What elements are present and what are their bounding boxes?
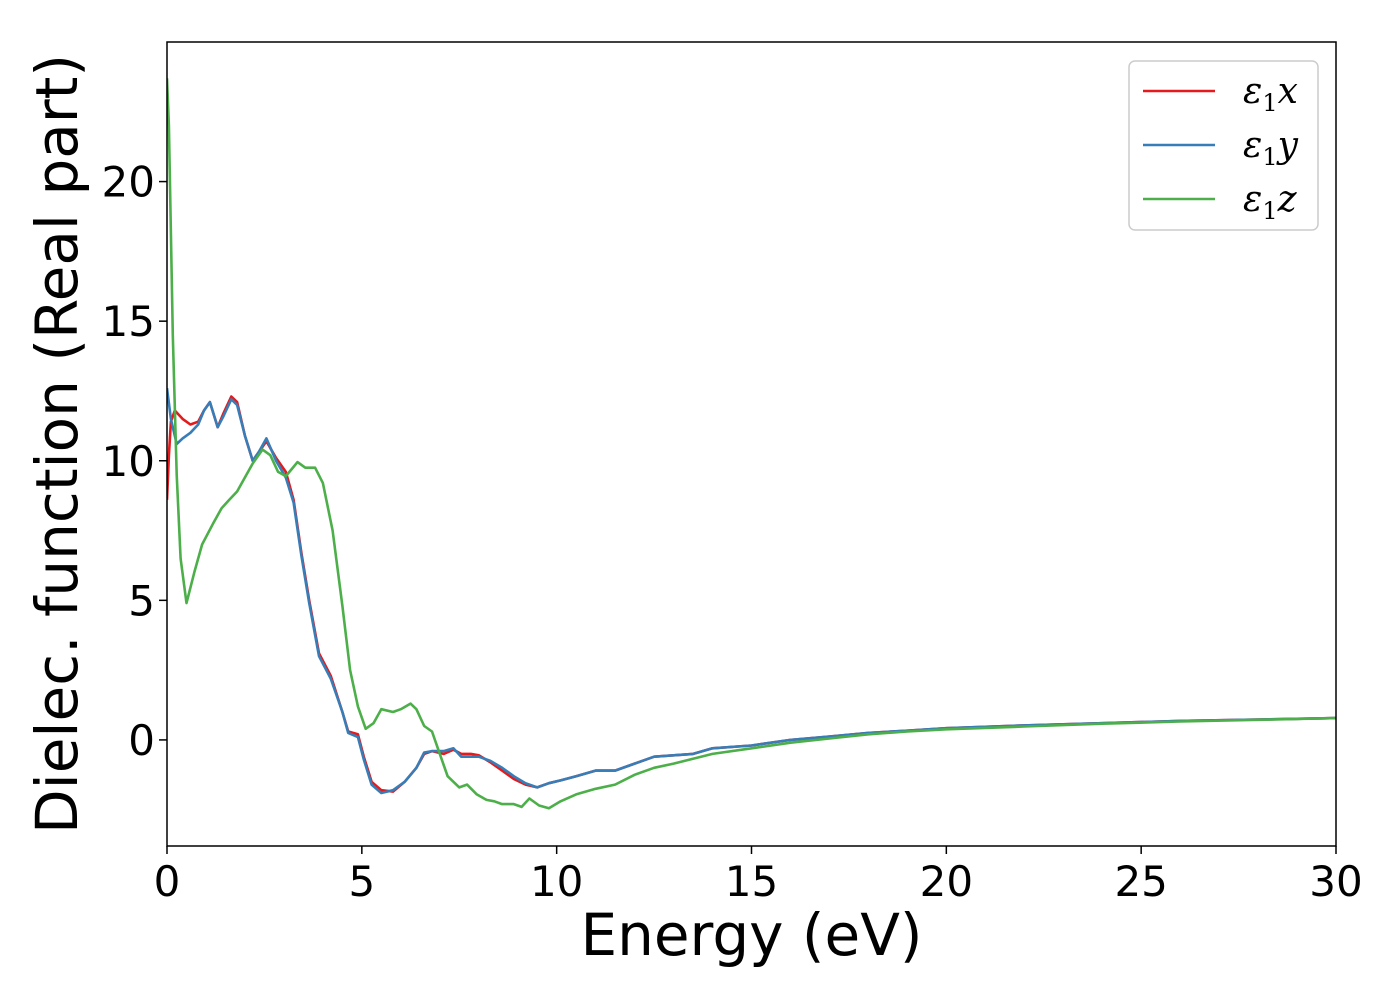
x-tick-label: 15 bbox=[725, 857, 778, 906]
legend-label-base: ε bbox=[1243, 125, 1262, 166]
series-layer bbox=[167, 78, 1336, 810]
legend-item-z: ε1z bbox=[1143, 179, 1298, 225]
legend-label: ε1z bbox=[1243, 179, 1298, 225]
y-axis-ticks: 0 5 10 15 20 bbox=[102, 158, 167, 765]
x-tick-label: 25 bbox=[1114, 857, 1167, 906]
x-tick-label: 30 bbox=[1309, 857, 1362, 906]
legend-label-subscript: 1 bbox=[1262, 89, 1277, 117]
legend-label-subscript: 1 bbox=[1262, 143, 1277, 171]
x-axis-ticks: 0 5 10 15 20 25 30 bbox=[154, 846, 1363, 906]
y-tick-label: 10 bbox=[102, 437, 155, 486]
x-tick-label: 5 bbox=[348, 857, 375, 906]
y-tick-label: 5 bbox=[128, 576, 155, 625]
legend-label-subscript: 1 bbox=[1262, 197, 1277, 225]
x-tick-label: 20 bbox=[920, 857, 973, 906]
series-line-y bbox=[167, 388, 1336, 795]
plot-area-frame bbox=[166, 41, 1337, 847]
y-tick-label: 15 bbox=[102, 297, 155, 346]
x-tick-label: 10 bbox=[530, 857, 583, 906]
legend-item-y: ε1y bbox=[1143, 125, 1299, 171]
legend-label: ε1x bbox=[1243, 71, 1298, 117]
legend-label-base: ε bbox=[1243, 71, 1262, 112]
legend-label-base: ε bbox=[1243, 179, 1262, 220]
y-axis-label: Dielec. function (Real part) bbox=[23, 54, 91, 834]
x-tick-label: 0 bbox=[154, 857, 181, 906]
series-line-z bbox=[167, 78, 1336, 810]
legend-box bbox=[1128, 60, 1319, 231]
legend-item-x: ε1x bbox=[1143, 71, 1298, 117]
legend-label-variable: y bbox=[1276, 125, 1299, 166]
y-tick-label: 0 bbox=[128, 716, 155, 765]
legend-label-variable: x bbox=[1278, 71, 1298, 112]
legend-label: ε1y bbox=[1243, 125, 1299, 171]
x-axis-label: Energy (eV) bbox=[580, 901, 922, 969]
legend-label-variable: z bbox=[1277, 179, 1298, 220]
y-tick-label: 20 bbox=[102, 158, 155, 207]
